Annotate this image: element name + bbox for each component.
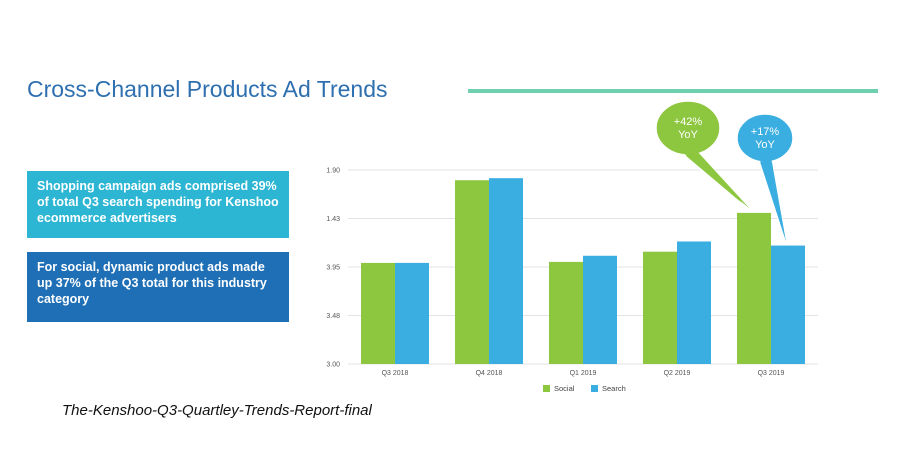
x-tick-label: Q3 2019 — [758, 370, 785, 377]
social-yoy-callout-tail — [676, 150, 751, 212]
y-tick-label: 3.00 — [326, 362, 340, 369]
search-yoy-callout-text: YoY — [755, 139, 775, 151]
shopping-campaign-callout-box: Shopping campaign ads comprised 39% of t… — [27, 171, 289, 238]
page-title: Cross-Channel Products Ad Trends — [27, 76, 388, 102]
search-yoy-callout-tail-fill — [759, 157, 786, 242]
bar-search-q1-2019 — [583, 255, 617, 364]
y-tick-label: 1.43 — [326, 216, 340, 223]
bar-social-q2-2019 — [643, 251, 677, 364]
social-yoy-callout-tail-fill — [680, 150, 750, 209]
bar-social-q3-2019 — [737, 212, 771, 364]
legend-swatch-search — [591, 385, 598, 392]
legend-label-social: Social — [554, 384, 575, 393]
x-tick-label: Q1 2019 — [570, 370, 597, 377]
source-caption: The-Kenshoo-Q3-Quartley-Trends-Report-fi… — [62, 402, 372, 419]
x-tick-label: Q3 2018 — [382, 370, 409, 377]
social-yoy-callout-text: YoY — [678, 129, 698, 141]
y-tick-label: 3.95 — [326, 265, 340, 272]
y-tick-label: 1.90 — [326, 168, 340, 175]
bar-social-q1-2019 — [549, 261, 583, 364]
x-tick-label: Q4 2018 — [476, 370, 503, 377]
bar-search-q3-2019 — [771, 245, 805, 364]
social-yoy-callout-bubble — [655, 100, 721, 156]
search-yoy-callout-bubble — [736, 113, 794, 163]
legend-swatch-social — [543, 385, 550, 392]
y-tick-label: 3.48 — [326, 313, 340, 320]
bar-search-q3-2018 — [395, 262, 429, 364]
title-divider — [468, 89, 878, 93]
bar-search-q4-2018 — [489, 178, 523, 364]
bar-social-q3-2018 — [361, 262, 395, 364]
social-dynamic-ads-callout-box: For social, dynamic product ads made up … — [27, 252, 289, 322]
legend-label-search: Search — [602, 384, 626, 393]
x-tick-label: Q2 2019 — [664, 370, 691, 377]
bar-search-q2-2019 — [677, 241, 711, 364]
social-yoy-callout-text: +42% — [674, 116, 703, 128]
bar-social-q4-2018 — [455, 180, 489, 364]
search-yoy-callout-text: +17% — [751, 126, 780, 138]
